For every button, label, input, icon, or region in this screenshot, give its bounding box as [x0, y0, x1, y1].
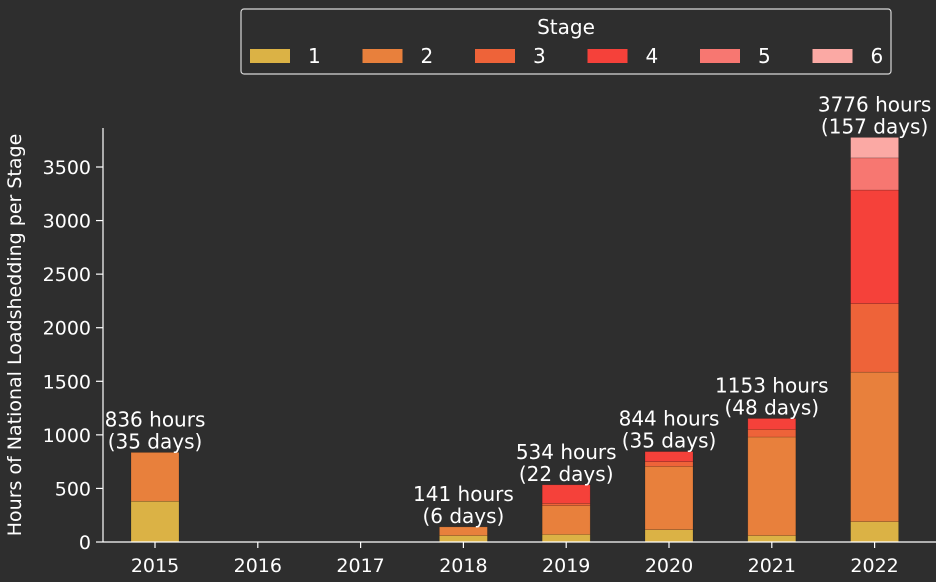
annotation-hours-2015: 836 hours: [105, 407, 206, 431]
legend-label-stage-3: 3: [533, 44, 546, 68]
bar-2021-stage-1: [747, 535, 797, 543]
y-tick-label: 2500: [43, 264, 91, 286]
x-tick-label: 2016: [234, 555, 282, 577]
y-tick-label: 0: [79, 532, 91, 554]
legend-label-stage-1: 1: [308, 44, 321, 68]
bar-2020-stage-4: [644, 451, 694, 462]
legend-label-stage-6: 6: [871, 44, 884, 68]
legend-items: 1 2 3 4 5 6: [250, 44, 883, 68]
x-tick-label: 2020: [645, 555, 693, 577]
annotation-days-2020: (35 days): [622, 429, 717, 453]
bars-layer: [130, 137, 899, 543]
y-tick-label: 2000: [43, 318, 91, 340]
y-tick-label: 3000: [43, 211, 91, 233]
annotation-days-2019: (22 days): [519, 462, 614, 486]
y-tick-label: 3500: [43, 157, 91, 179]
bar-2022-stage-1: [850, 521, 899, 543]
y-axis-label: Hours of National Loadshedding per Stage: [4, 134, 26, 537]
legend-swatch-stage-2: [362, 49, 403, 63]
bar-2021-stage-2: [747, 436, 797, 536]
annotation-hours-2021: 1153 hours: [715, 373, 829, 397]
bar-2019-stage-4: [541, 484, 591, 504]
x-tick-label: 2015: [131, 555, 179, 577]
y-ticks: 0 500 1000 1500 2000 2500 3000 3500: [43, 157, 103, 554]
annotation-days-2018: (6 days): [422, 504, 504, 528]
annotation-hours-2022: 3776 hours: [818, 92, 932, 116]
legend-swatch-stage-5: [700, 49, 740, 63]
bar-2019-stage-2: [541, 505, 591, 535]
legend-label-stage-2: 2: [421, 44, 434, 68]
legend-swatch-stage-1: [250, 49, 290, 63]
legend-swatch-stage-4: [587, 49, 628, 63]
y-tick-label: 1500: [43, 371, 91, 393]
bar-2018-stage-1: [439, 535, 488, 543]
bar-2021-stage-4: [747, 418, 797, 430]
x-tick-label: 2017: [336, 555, 384, 577]
bar-2015-stage-1: [130, 500, 180, 543]
bar-2022-stage-2: [850, 371, 899, 522]
annotation-hours-2018: 141 hours: [413, 482, 514, 506]
y-tick-label: 1000: [43, 425, 91, 447]
bar-2022-stage-6: [850, 137, 899, 159]
bar-2019-stage-1: [541, 534, 591, 543]
bar-2020-stage-3: [644, 461, 694, 467]
y-tick-label: 500: [55, 478, 91, 500]
legend-label-stage-4: 4: [646, 44, 659, 68]
legend-title: Stage: [537, 15, 595, 39]
bar-2018-stage-2: [439, 526, 488, 536]
annotation-hours-2020: 844 hours: [619, 407, 720, 431]
legend-label-stage-5: 5: [758, 44, 771, 68]
x-tick-label: 2022: [850, 555, 898, 577]
axes-layer: [102, 128, 936, 543]
annotation-hours-2019: 534 hours: [516, 440, 617, 464]
bar-2020-stage-2: [644, 466, 694, 530]
x-tick-label: 2019: [542, 555, 590, 577]
annotation-days-2015: (35 days): [108, 429, 203, 453]
bar-2022-stage-5: [850, 157, 899, 191]
bar-2019-stage-3: [541, 503, 591, 506]
x-tick-label: 2018: [439, 555, 487, 577]
legend-swatch-stage-6: [812, 49, 853, 63]
legend-swatch-stage-3: [475, 49, 515, 63]
x-ticks: 2015 2016 2017 2018 2019 2020 2021 2022: [131, 542, 899, 577]
bar-2020-stage-1: [644, 529, 694, 543]
bar-2015-stage-2: [130, 452, 180, 502]
x-tick-label: 2021: [748, 555, 796, 577]
bar-2022-stage-4: [850, 189, 899, 304]
annotation-days-2021: (48 days): [724, 395, 819, 419]
annotation-days-2022: (157 days): [821, 114, 928, 138]
annotations: 836 hours(35 days)141 hours(6 days)534 h…: [105, 92, 932, 527]
legend: Stage 1 2 3 4 5 6: [240, 8, 892, 75]
bar-2021-stage-3: [747, 429, 797, 438]
bar-2022-stage-3: [850, 303, 899, 373]
